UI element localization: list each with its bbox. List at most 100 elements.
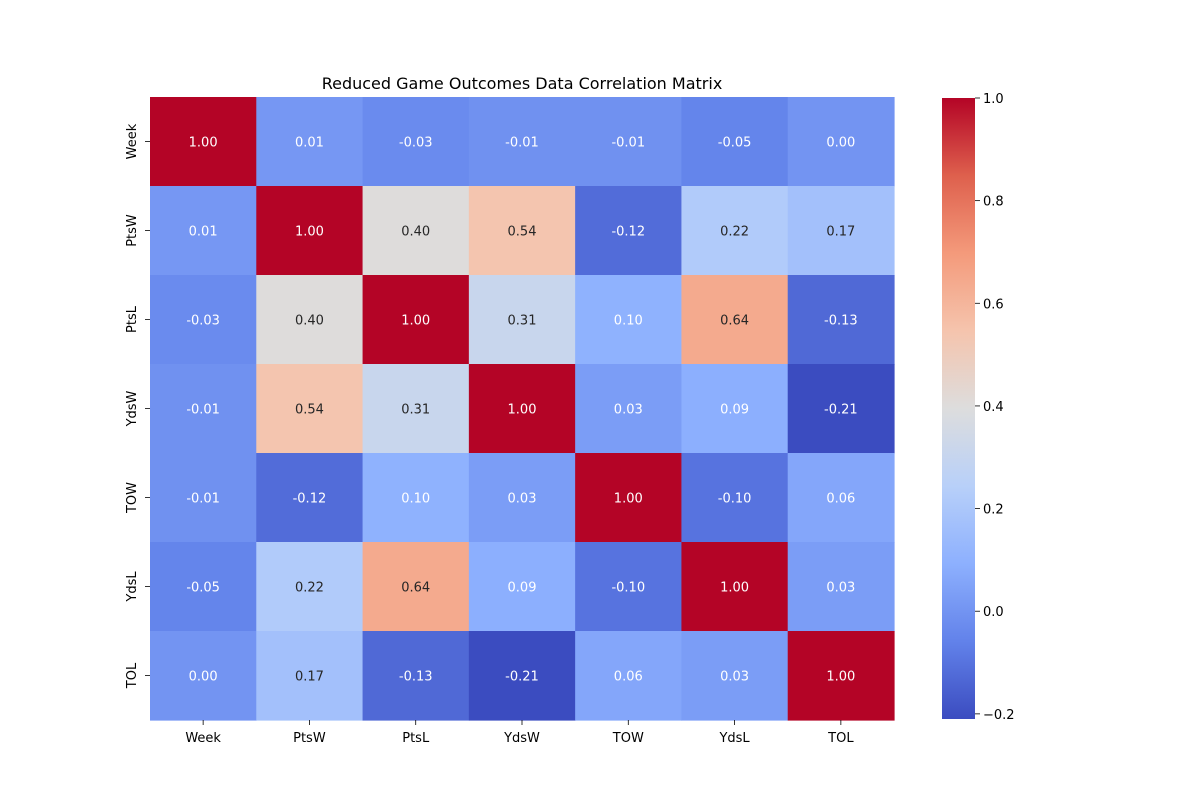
heatmap-cell xyxy=(681,97,789,187)
y-tick-label: PtsW xyxy=(125,214,140,247)
heatmap-cell-labels: 1.00 0.01 -0.03 -0.01 -0.01 -0.05 0.00 0.01 1.00… xyxy=(186,136,857,685)
colorbar xyxy=(942,98,975,719)
heatmap-cell xyxy=(256,97,364,187)
heatmap-cell xyxy=(575,631,683,721)
cell-value-label: -0.12 xyxy=(293,492,327,507)
heatmap-cell xyxy=(256,453,364,543)
cell-value-label: -0.01 xyxy=(186,403,220,418)
heatmap-cell xyxy=(150,186,257,276)
heatmap-cell xyxy=(681,186,789,276)
x-tick-label: PtsL xyxy=(402,731,430,746)
y-tick-label: Week xyxy=(125,123,140,159)
cell-value-label: 0.00 xyxy=(189,670,218,685)
colorbar-tick-label: 0.0 xyxy=(983,605,1004,620)
cell-value-label: -0.13 xyxy=(399,670,433,685)
cell-value-label: -0.05 xyxy=(186,581,220,596)
x-tick-label: PtsW xyxy=(293,731,326,746)
colorbar-tick-label: 0.6 xyxy=(983,297,1004,312)
cell-value-label: 0.17 xyxy=(826,225,855,240)
heatmap-cell xyxy=(256,364,364,454)
heatmap-cell xyxy=(468,97,576,187)
cell-value-label: -0.05 xyxy=(718,136,752,151)
x-tick-label: Week xyxy=(185,731,221,746)
heatmap-cell xyxy=(468,631,576,721)
heatmap-cell xyxy=(362,364,470,454)
heatmap-cell xyxy=(468,186,576,276)
heatmap-cell xyxy=(150,453,257,543)
heatmap-cell xyxy=(468,364,576,454)
cell-value-label: 0.09 xyxy=(508,581,537,596)
cell-value-label: 0.03 xyxy=(720,670,749,685)
heatmap-cell xyxy=(362,453,470,543)
colorbar-tick-label: 0.4 xyxy=(983,400,1004,415)
cell-value-label: 0.64 xyxy=(401,581,430,596)
cell-value-label: 0.40 xyxy=(295,314,324,329)
heatmap-cell xyxy=(256,631,364,721)
y-axis: Week PtsW PtsL YdsW TOW YdsL TOL xyxy=(125,123,150,689)
heatmap-cell xyxy=(150,631,257,721)
heatmap-cell xyxy=(681,631,789,721)
heatmap-cell xyxy=(787,631,895,721)
cell-value-label: -0.21 xyxy=(505,670,539,685)
heatmap-cell xyxy=(787,186,895,276)
heatmap-cell xyxy=(681,453,789,543)
heatmap-cell xyxy=(575,453,683,543)
cell-value-label: 0.64 xyxy=(720,314,749,329)
cell-value-label: -0.21 xyxy=(824,403,858,418)
heatmap-cell xyxy=(787,275,895,365)
cell-value-label: 0.17 xyxy=(295,670,324,685)
heatmap-cell xyxy=(787,364,895,454)
cell-value-label: 0.06 xyxy=(614,670,643,685)
cell-value-label: 1.00 xyxy=(189,136,218,151)
colorbar-tick-label: 0.2 xyxy=(983,503,1004,518)
heatmap-cell xyxy=(787,97,895,187)
cell-value-label: 1.00 xyxy=(508,403,537,418)
cell-value-label: 0.40 xyxy=(401,225,430,240)
heatmap-cell xyxy=(468,453,576,543)
heatmap-cell xyxy=(150,364,257,454)
cell-value-label: 0.22 xyxy=(295,581,324,596)
cell-value-label: 1.00 xyxy=(614,492,643,507)
heatmap-cell xyxy=(787,453,895,543)
cell-value-label: 0.00 xyxy=(826,136,855,151)
cell-value-label: -0.12 xyxy=(611,225,645,240)
y-tick-label: YdsL xyxy=(125,571,140,603)
heatmap-cell xyxy=(362,275,470,365)
heatmap-cell xyxy=(256,275,364,365)
cell-value-label: 0.22 xyxy=(720,225,749,240)
cell-value-label: 0.31 xyxy=(401,403,430,418)
heatmap-cell xyxy=(575,364,683,454)
cell-value-label: -0.03 xyxy=(399,136,433,151)
y-tick-label: TOW xyxy=(125,482,140,514)
heatmap-cell xyxy=(575,186,683,276)
x-tick-label: YdsL xyxy=(718,731,750,746)
heatmap-cell xyxy=(681,275,789,365)
cell-value-label: -0.01 xyxy=(505,136,539,151)
cell-value-label: 0.54 xyxy=(508,225,537,240)
colorbar-tick-label: 1.0 xyxy=(983,92,1004,107)
heatmap-cell xyxy=(468,275,576,365)
colorbar-tick-label: 0.8 xyxy=(983,195,1004,210)
cell-value-label: -0.13 xyxy=(824,314,858,329)
cell-value-label: 0.09 xyxy=(720,403,749,418)
cell-value-label: 0.01 xyxy=(295,136,324,151)
cell-value-label: -0.03 xyxy=(186,314,220,329)
cell-value-label: -0.01 xyxy=(186,492,220,507)
cell-value-label: 0.10 xyxy=(614,314,643,329)
cell-value-label: 1.00 xyxy=(826,670,855,685)
heatmap-cell xyxy=(256,542,364,632)
heatmap-cell xyxy=(681,364,789,454)
heatmap-cell xyxy=(575,97,683,187)
colorbar-axis: 1.0 0.8 0.6 0.4 0.2 0.0 −0.2 xyxy=(975,92,1015,723)
cell-value-label: 0.03 xyxy=(826,581,855,596)
heatmap-cell xyxy=(575,275,683,365)
heatmap-cell xyxy=(362,542,470,632)
cell-value-label: 0.54 xyxy=(295,403,324,418)
cell-value-label: 1.00 xyxy=(720,581,749,596)
heatmap-cell xyxy=(150,542,257,632)
heatmap-cell xyxy=(150,275,257,365)
heatmap-cell xyxy=(787,542,895,632)
y-tick-label: YdsW xyxy=(125,390,140,427)
colorbar-tick-label: −0.2 xyxy=(983,708,1015,723)
cell-value-label: 0.03 xyxy=(508,492,537,507)
